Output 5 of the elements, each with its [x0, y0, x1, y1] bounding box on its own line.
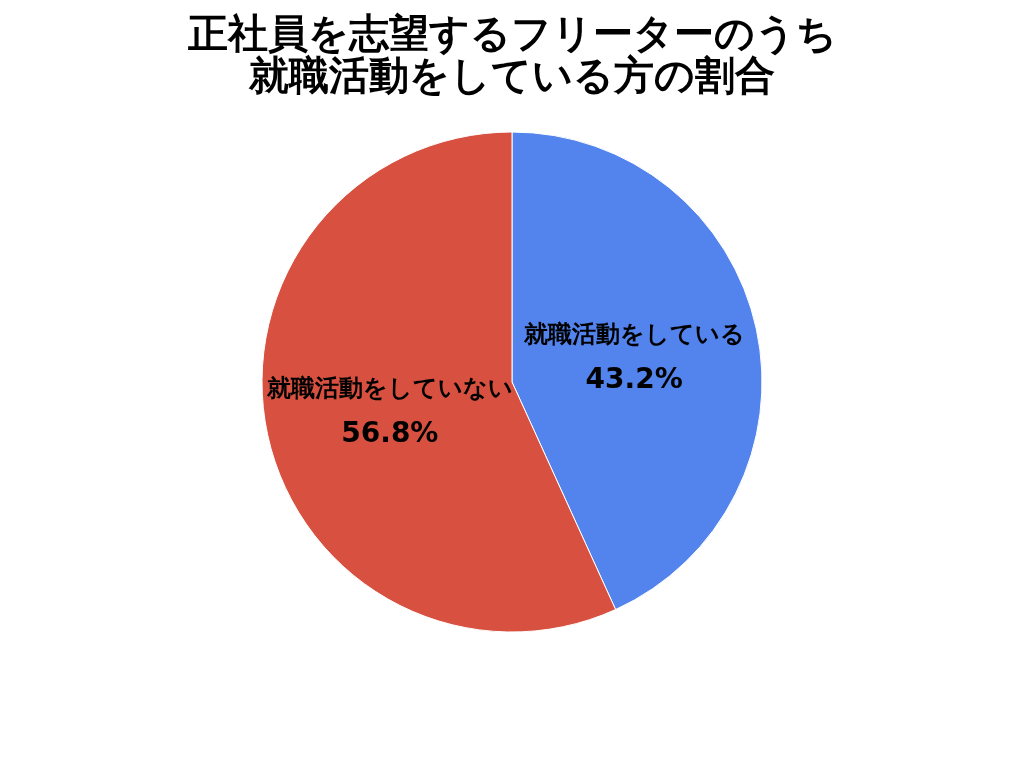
data-label: 56.8%: [341, 415, 439, 449]
chart-title: 正社員を志望するフリーターのうち就職活動をしている方の割合: [186, 10, 837, 98]
slice-label: 就職活動をしている: [522, 320, 745, 349]
slice-label: 就職活動をしていない: [265, 373, 513, 402]
data-label: 43.2%: [585, 362, 683, 396]
